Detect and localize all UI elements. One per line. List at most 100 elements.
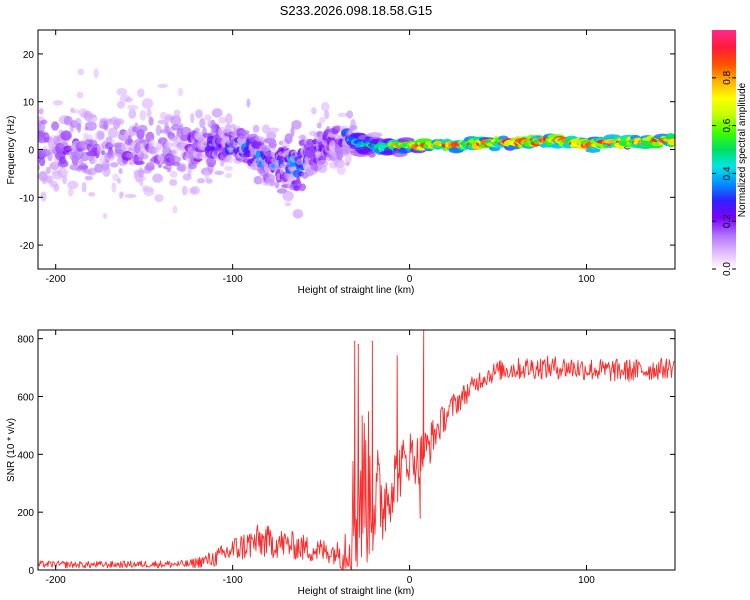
snr-marks bbox=[38, 330, 675, 570]
spectrogram-cell bbox=[296, 176, 301, 182]
snr-spike-point bbox=[357, 343, 359, 346]
spectrogram-cell bbox=[253, 175, 263, 185]
spectrogram-cell bbox=[346, 110, 354, 119]
spectrogram-cell bbox=[194, 127, 200, 133]
spectrogram-x-tick-label: 100 bbox=[578, 274, 595, 285]
spectrogram-cell bbox=[124, 193, 137, 199]
spectrogram-cell bbox=[127, 104, 139, 111]
spectrogram-cell bbox=[88, 192, 96, 197]
spectrogram-cell bbox=[137, 88, 145, 98]
spectrogram-cell bbox=[173, 109, 181, 117]
spectrogram-cell bbox=[178, 163, 187, 173]
spectrogram-cell bbox=[159, 154, 164, 164]
spectrogram-cell bbox=[134, 160, 145, 165]
spectrogram-cell bbox=[290, 126, 295, 138]
spectrogram-cell bbox=[88, 167, 97, 176]
spectrogram-cell bbox=[224, 165, 233, 171]
spectrogram-cell bbox=[38, 156, 46, 167]
snr-y-tick-label: 200 bbox=[17, 508, 34, 519]
colorbar-tick-label: 0.6 bbox=[722, 118, 733, 132]
snr-x-tick-label: -200 bbox=[46, 575, 66, 586]
spectrogram-cell bbox=[324, 110, 330, 120]
spectrogram-cell bbox=[337, 112, 348, 117]
colorbar-tick-label: 0.0 bbox=[722, 262, 733, 276]
spectrogram-cell bbox=[77, 122, 82, 133]
spectrogram-cell bbox=[102, 165, 111, 177]
spectrogram-cell bbox=[218, 116, 227, 124]
snr-y-tick-label: 400 bbox=[17, 450, 34, 461]
spectrogram-cell bbox=[85, 121, 97, 131]
spectrogram-cell bbox=[57, 159, 69, 168]
spectrogram-cell bbox=[298, 183, 307, 192]
spectrogram-cell bbox=[345, 153, 352, 164]
snr-spike-point bbox=[396, 355, 398, 357]
spectrogram-cell bbox=[93, 68, 99, 79]
spectrogram-cell bbox=[585, 147, 601, 153]
spectrogram-cell bbox=[366, 132, 383, 138]
spectrogram-cell bbox=[154, 194, 164, 203]
spectrogram-cell bbox=[169, 155, 182, 163]
spectrogram-cell bbox=[190, 186, 200, 195]
spectrogram-cell bbox=[41, 177, 48, 184]
spectrogram-cell bbox=[94, 163, 104, 173]
spectrogram-cell bbox=[114, 118, 122, 126]
spectrogram-cell bbox=[143, 186, 155, 197]
spectrogram-cell bbox=[78, 165, 89, 170]
spectrogram-cell bbox=[246, 98, 251, 108]
spectrogram-cell bbox=[112, 173, 119, 182]
spectrogram-cell bbox=[336, 165, 346, 175]
spectrogram-cell bbox=[38, 108, 44, 115]
spectrogram-y-tick-label: 20 bbox=[23, 50, 35, 61]
spectrogram-cell bbox=[47, 152, 53, 162]
spectrogram-cell bbox=[199, 118, 206, 129]
spectrogram-cell bbox=[110, 162, 119, 168]
spectrogram-cell bbox=[252, 124, 260, 133]
spectrogram-cell bbox=[111, 182, 117, 193]
spectrogram-cell bbox=[172, 161, 181, 167]
spectrogram-cell bbox=[137, 124, 148, 133]
spectrogram-cell bbox=[40, 119, 48, 125]
colorbar-tick-label: 0.8 bbox=[722, 70, 733, 84]
spectrogram-cell bbox=[146, 108, 152, 118]
snr-x-tick-label: 0 bbox=[407, 575, 413, 586]
spectrogram-cell bbox=[140, 153, 149, 160]
spectrogram-cell bbox=[105, 136, 113, 144]
spectrogram-cell bbox=[284, 202, 292, 207]
spectrogram-cell bbox=[224, 123, 232, 134]
spectrogram-cell bbox=[139, 178, 144, 186]
snr-panel: -200 -100 0 100 0 200 400 600 800 Height of str… bbox=[6, 329, 676, 597]
colorbar-label: Normalized spectral amplitude bbox=[737, 82, 748, 217]
spectrogram-cell bbox=[319, 116, 326, 124]
spectrogram-cell bbox=[172, 148, 179, 157]
spectrogram-cell bbox=[102, 213, 108, 219]
spectrogram-cell bbox=[274, 181, 280, 189]
spectrogram-cell bbox=[289, 161, 297, 168]
spectrogram-cell bbox=[292, 209, 304, 219]
spectrogram-xlabel: Height of straight line (km) bbox=[298, 285, 415, 296]
spectrogram-x-tick-label: -200 bbox=[46, 274, 66, 285]
spectrogram-cell bbox=[45, 166, 51, 174]
spectrogram-cell bbox=[116, 100, 126, 109]
spectrogram-cell bbox=[127, 134, 132, 146]
snr-xlabel: Height of straight line (km) bbox=[298, 586, 415, 597]
spectrogram-cell bbox=[138, 167, 144, 178]
spectrogram-cell bbox=[118, 168, 123, 175]
spectrogram-cell bbox=[124, 97, 133, 103]
spectrogram-cell bbox=[262, 124, 270, 134]
colorbar-tick-label: 0.4 bbox=[722, 166, 733, 180]
spectrogram-cell bbox=[227, 154, 234, 164]
spectrogram-cell bbox=[204, 171, 210, 180]
spectrogram-cell bbox=[85, 134, 94, 141]
spectrogram-cell bbox=[316, 122, 322, 129]
spectrogram-cell bbox=[204, 114, 212, 121]
colorbar-tick-label: 0.2 bbox=[722, 214, 733, 228]
spectrogram-cell bbox=[128, 108, 137, 119]
spectrogram-cell bbox=[53, 183, 60, 192]
figure-title: S233.2026.098.18.58.G15 bbox=[280, 3, 433, 18]
spectrogram-y-tick-label: -20 bbox=[20, 241, 35, 252]
spectrogram-cell bbox=[215, 124, 220, 130]
spectrogram-y-tick-label: -10 bbox=[20, 193, 35, 204]
spectrogram-cell bbox=[76, 91, 84, 99]
snr-ylabel: SNR (10 * v/v) bbox=[6, 418, 17, 482]
